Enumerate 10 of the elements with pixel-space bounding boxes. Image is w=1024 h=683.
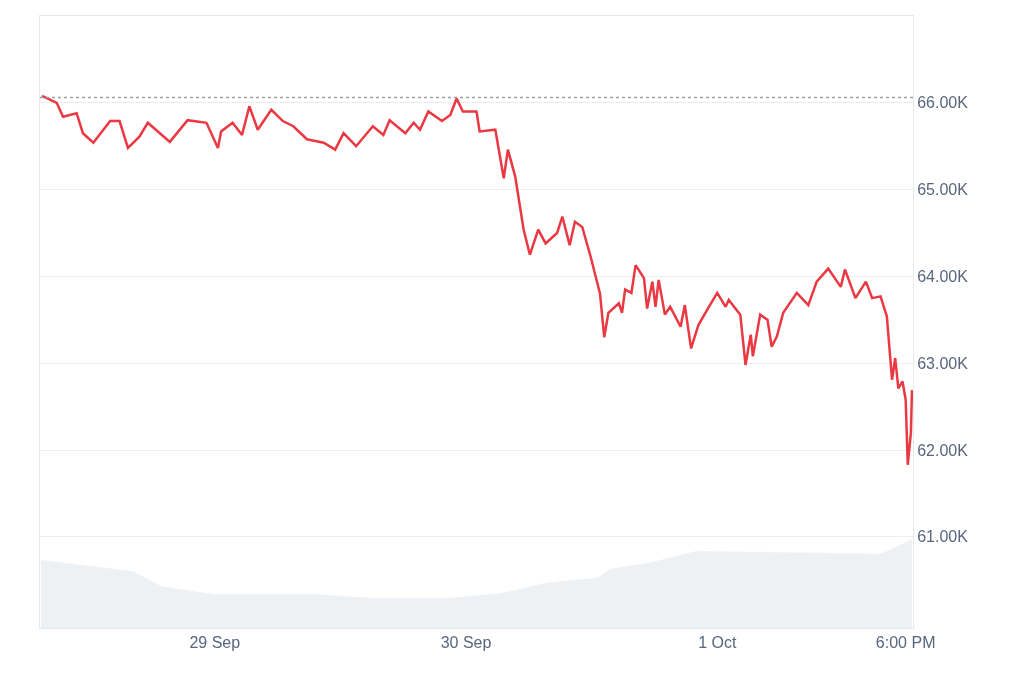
y-tick-label: 66.00K [917,94,969,112]
y-tick-label: 61.00K [917,528,969,546]
x-tick-label: 29 Sep [189,634,241,652]
y-tick-label: 62.00K [917,441,969,459]
x-tick-label: 6:00 PM [875,634,936,652]
x-tick-label: 1 Oct [698,634,737,652]
x-tick-label: 30 Sep [440,634,492,652]
y-tick-label: 63.00K [917,354,969,372]
y-tick-label: 64.00K [917,268,969,286]
y-tick-label: 65.00K [917,181,969,199]
